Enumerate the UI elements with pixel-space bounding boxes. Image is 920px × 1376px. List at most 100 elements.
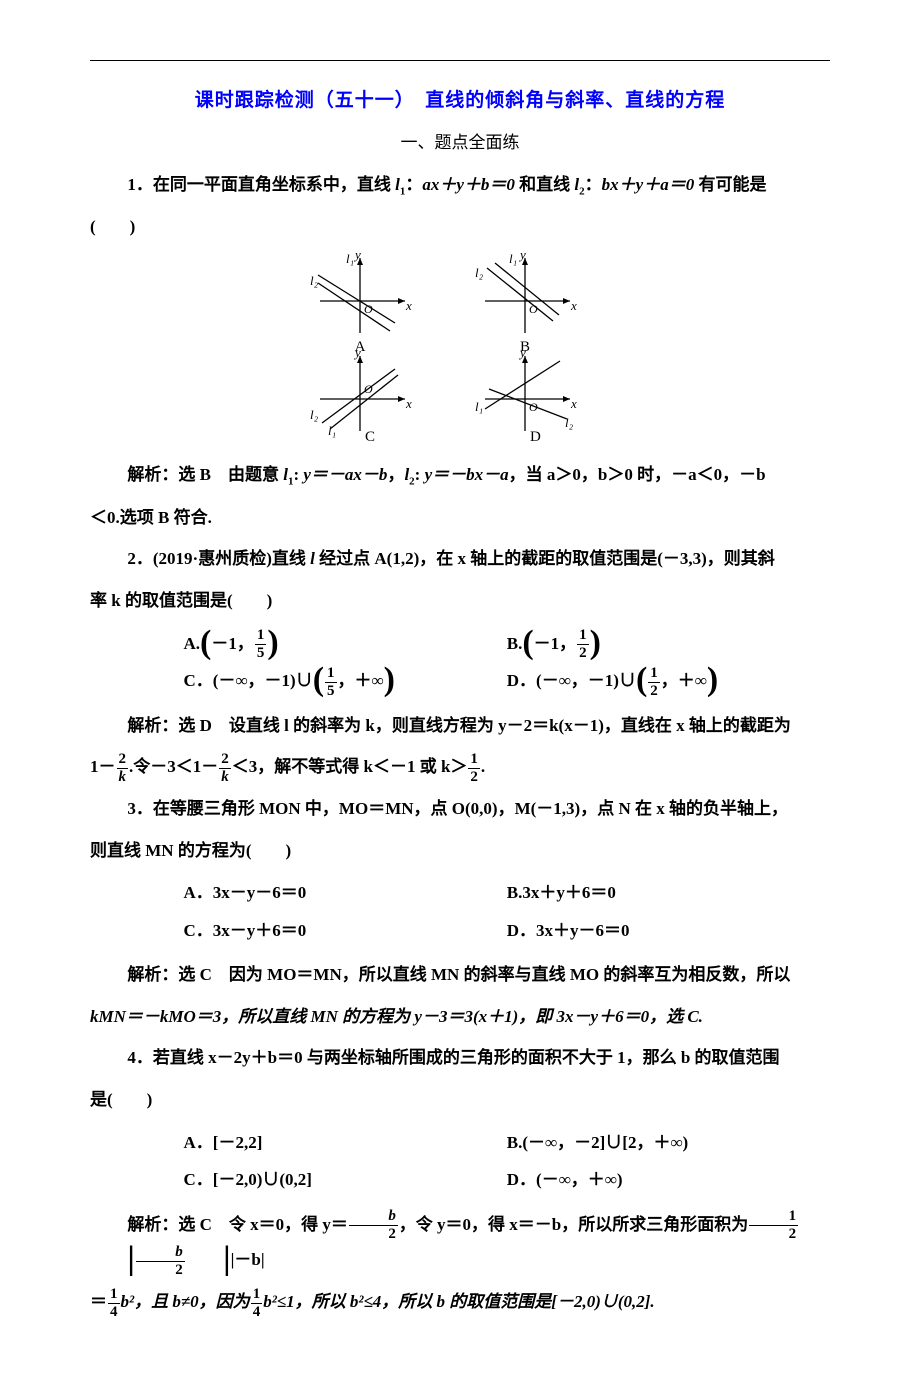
q1-and: 和直线: [515, 175, 575, 194]
section-subtitle: 一、题点全面练: [90, 128, 830, 153]
axis-y-label: y: [518, 345, 526, 360]
q2-opt-b: B.(－1，12): [507, 625, 830, 662]
q2-sol-b-pre: 1－: [90, 757, 116, 776]
line-l1-label: l₁: [346, 253, 354, 266]
opt-label: C．(－∞，－1)∪: [184, 671, 313, 690]
axis-x-label: x: [570, 298, 577, 313]
q3-sol-b: kMN＝－kMO＝3，所以直线 MN 的方程为 y－3＝3(x＋1)，即 3x－…: [90, 1007, 703, 1026]
frac-num: 1: [577, 628, 589, 645]
frac-den: 5: [325, 683, 337, 699]
opt-label: A.: [184, 634, 201, 653]
q2-solution-1: 解析：选 D 设直线 l 的斜率为 k，则直线方程为 y－2＝k(x－1)，直线…: [90, 708, 830, 744]
frac-num: 2: [117, 752, 129, 769]
q3-opt-c: C．3x－y＋6＝0: [184, 912, 507, 949]
origin-label: O: [364, 302, 373, 316]
frac-den: 2: [349, 1226, 398, 1242]
q4-stem-2: 是( ): [90, 1082, 830, 1118]
frac-num: 1: [255, 628, 267, 645]
q3-options: A．3x－y－6＝0 B.3x＋y＋6＝0 C．3x－y＋6＝0 D．3x＋y－…: [90, 874, 830, 949]
q4-solution-1: 解析：选 C 令 x＝0，得 y＝b2，令 y＝0，得 x＝－b，所以所求三角形…: [90, 1207, 830, 1279]
q2-opt-c: C．(－∞，－1)∪(15，＋∞): [184, 662, 507, 699]
frac-den: 4: [251, 1304, 263, 1320]
frac-num: 1: [251, 1287, 263, 1304]
frac-den: 2: [648, 683, 660, 699]
q2-solution-2: 1－2k.令－3＜1－2k＜3，解不等式得 k＜－1 或 k＞12.: [90, 749, 830, 785]
frac-den: 4: [108, 1304, 120, 1320]
q2-opt-d: D．(－∞，－1)∪(12，＋∞): [507, 662, 830, 699]
frac-num: 1: [749, 1209, 798, 1226]
axis-x-label: x: [570, 396, 577, 411]
q2-stem-b: 经过点 A(1,2)，在 x 轴上的截距的取值范围是(－3,3)，则其斜: [315, 549, 775, 568]
axis-x-label: x: [405, 396, 412, 411]
q1-colon1: ：: [405, 175, 422, 194]
q1-text-b: 有可能是: [694, 175, 766, 194]
axis-y-label: y: [353, 345, 361, 360]
q3-stem-1: 3．在等腰三角形 MON 中，MO＝MN，点 O(0,0)，M(－1,3)，点 …: [90, 791, 830, 827]
opt-label: D．(－∞，－1)∪: [507, 671, 636, 690]
frac-den: k: [219, 769, 231, 785]
q4-stem-1: 4．若直线 x－2y＋b＝0 与两坐标轴所围成的三角形的面积不大于 1，那么 b…: [90, 1040, 830, 1076]
q4-opt-c: C．[－2,0)∪(0,2]: [184, 1161, 507, 1198]
q3-opt-b: B.3x＋y＋6＝0: [507, 874, 830, 911]
q1-eq1: ax＋y＋b＝0: [422, 175, 515, 194]
q4-sol-a-mid: ，令 y＝0，得 x＝－b，所以所求三角形面积为: [399, 1215, 748, 1234]
q1-soleq1: y＝－ax－b: [303, 465, 387, 484]
q1-colon2: ：: [585, 175, 602, 194]
q4-solution-2: ＝14b²，且 b≠0，因为14b²≤1，所以 b²≤4，所以 b 的取值范围是…: [90, 1284, 830, 1320]
q2-stem: 2．(2019·惠州质检)直线 l 经过点 A(1,2)，在 x 轴上的截距的取…: [90, 541, 830, 577]
axis-y-label: y: [518, 253, 526, 262]
q4-opt-d: D．(－∞，＋∞): [507, 1161, 830, 1198]
frac-num: 1: [468, 752, 480, 769]
frac-num: 1: [325, 666, 337, 683]
q1-stem: 1．在同一平面直角坐标系中，直线 l1：ax＋y＋b＝0 和直线 l2：bx＋y…: [90, 167, 830, 203]
q1-sol-pre: 解析：选 B 由题意: [127, 465, 283, 484]
opt-label: B.: [507, 634, 523, 653]
q4-sol-a-pre: 解析：选 C 令 x＝0，得 y＝: [127, 1215, 348, 1234]
origin-label: O: [529, 400, 538, 414]
panel-label: D: [530, 429, 541, 443]
opt-tail: ，＋∞: [338, 671, 384, 690]
frac-den: 2: [468, 769, 480, 785]
frac-num: b: [136, 1245, 185, 1262]
q2-opt-a: A.(－1，15): [184, 625, 507, 662]
line-l1-label: l₁: [475, 399, 483, 414]
line-l2-label: l₂: [475, 265, 484, 280]
doc-title: 课时跟踪检测（五十一） 直线的倾斜角与斜率、直线的方程: [90, 85, 830, 112]
frac-num: b: [349, 1209, 398, 1226]
panel-label: C: [365, 429, 375, 443]
frac-num: 2: [219, 752, 231, 769]
q1-text-a: 1．在同一平面直角坐标系中，直线: [127, 175, 395, 194]
line-l2-label: l₂: [310, 407, 319, 422]
q1-sol-tail1: ，当 a＞0，b＞0 时，－a＜0，－b: [509, 465, 766, 484]
q1-solution-2: ＜0.选项 B 符合.: [90, 500, 830, 536]
frac-den: 5: [255, 645, 267, 661]
q1-comma1: ，: [387, 465, 404, 484]
origin-label: O: [529, 302, 538, 316]
frac-den: 2: [749, 1226, 798, 1242]
line-l2-label: l₂: [310, 273, 319, 288]
frac-den: 2: [136, 1262, 185, 1278]
q3-opt-d: D．3x＋y－6＝0: [507, 912, 830, 949]
figure-panel-c: y x O l₁ l₂ C: [310, 345, 412, 443]
axis-x-label: x: [405, 298, 412, 313]
opt-tail: ，＋∞: [661, 671, 707, 690]
q1-sol-colon1: :: [293, 465, 303, 484]
q3-opt-a: A．3x－y－6＝0: [184, 874, 507, 911]
q4-options: A．[－2,2] B.(－∞，－2]∪[2，＋∞) C．[－2,0)∪(0,2]…: [90, 1124, 830, 1199]
q3-solution-1: 解析：选 C 因为 MO＝MN，所以直线 MN 的斜率与直线 MO 的斜率互为相…: [90, 957, 830, 993]
figure-panel-b: y x O l₁ l₂ B: [475, 253, 577, 355]
q2-options: A.(－1，15) B.(－1，12) C．(－∞，－1)∪(15，＋∞) D．…: [90, 625, 830, 700]
figure-panel-a: y x O l₁ l₂ A: [310, 253, 412, 355]
q1-sol-colon2: :: [415, 465, 425, 484]
frac-den: k: [117, 769, 129, 785]
top-rule: [90, 60, 830, 61]
q4-opt-a: A．[－2,2]: [184, 1124, 507, 1161]
line-l1-label: l₁: [509, 253, 517, 266]
q1-figure-svg: y x O l₁ l₂ A y x O l₁ l₂ B: [300, 253, 620, 443]
q1-soleq2: y＝－bx－a: [425, 465, 509, 484]
axis-y-label: y: [353, 253, 361, 262]
q2-sol-b-tail: .: [481, 757, 485, 776]
page: 课时跟踪检测（五十一） 直线的倾斜角与斜率、直线的方程 一、题点全面练 1．在同…: [0, 0, 920, 1376]
q4-opt-b: B.(－∞，－2]∪[2，＋∞): [507, 1124, 830, 1161]
line-l2-label: l₂: [565, 415, 574, 430]
